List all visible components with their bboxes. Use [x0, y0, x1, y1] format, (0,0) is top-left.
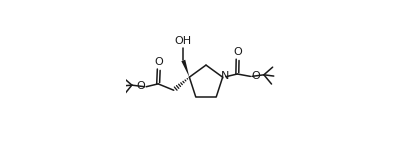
Text: O: O	[233, 47, 242, 57]
Text: O: O	[251, 71, 260, 81]
Polygon shape	[181, 60, 190, 77]
Text: O: O	[154, 57, 163, 67]
Text: N: N	[221, 71, 230, 81]
Text: OH: OH	[174, 36, 191, 46]
Text: O: O	[137, 81, 145, 91]
